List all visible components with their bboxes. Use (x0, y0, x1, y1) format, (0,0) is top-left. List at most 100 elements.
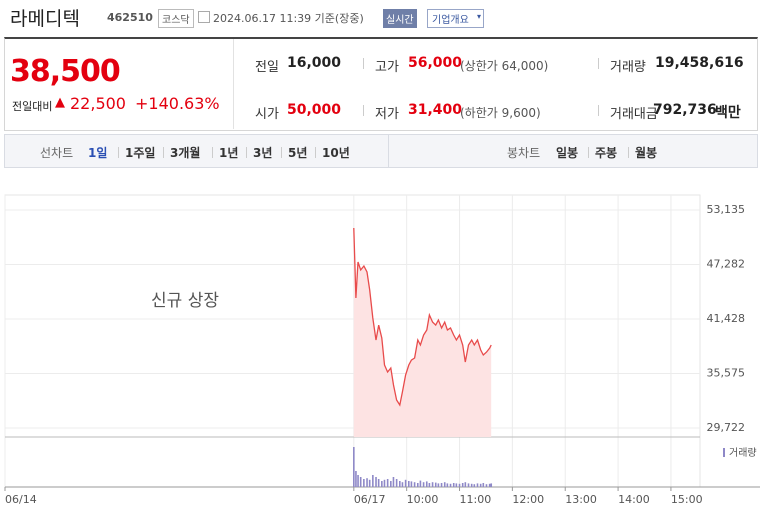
divider (388, 135, 389, 167)
y-tick-label: 53,135 (707, 203, 746, 216)
separator (363, 58, 364, 69)
stat-value: 16,000 (287, 55, 342, 71)
stat-label: 고가 (375, 60, 399, 75)
volume-bar (490, 483, 493, 487)
company-button[interactable]: 기업개요 (427, 9, 484, 28)
stat-label: 거래량 (610, 60, 646, 75)
stat-label: 저가 (375, 107, 399, 122)
volume-bar (377, 479, 380, 487)
volume-bar (372, 475, 374, 487)
volume-bar (366, 478, 368, 487)
y-tick-label: 41,428 (707, 312, 746, 325)
x-tick-label: 06/17 (354, 493, 386, 506)
volume-bar (473, 484, 476, 487)
volume-bar (461, 483, 464, 487)
volume-bar (392, 477, 395, 487)
separator (598, 105, 599, 116)
volume-bar (416, 483, 419, 487)
period-tab[interactable]: 3개월 (170, 146, 201, 160)
volume-bar (428, 483, 431, 487)
price-change: 22,500 (70, 94, 126, 113)
change-rate: +140.63% (135, 94, 220, 113)
period-tab[interactable]: 1일 (88, 146, 108, 160)
volume-bar (353, 447, 355, 487)
price-line (353, 227, 492, 407)
period-tab[interactable]: 3년 (253, 146, 273, 160)
period-tab[interactable]: 10년 (322, 146, 350, 160)
stat-extra: (하한가 9,600) (460, 106, 541, 120)
volume-bar (375, 477, 377, 487)
volume-bar (357, 475, 359, 487)
x-tick-label: 12:00 (512, 493, 544, 506)
volume-bar (467, 483, 470, 487)
volume-bar (386, 479, 389, 487)
candle-tab[interactable]: 일봉 (556, 146, 579, 160)
legend-swatch (723, 448, 725, 457)
separator (363, 105, 364, 116)
volume-bar (368, 479, 371, 487)
summary-box (4, 37, 758, 131)
change-label: 전일대비 (12, 100, 53, 113)
volume-bar (482, 483, 485, 487)
separator (588, 147, 589, 158)
volume-bar (359, 477, 362, 487)
volume-bar (381, 481, 383, 487)
dropdown-arrow: ▾ (477, 12, 482, 21)
tab-label: 선차트 (40, 146, 74, 160)
volume-bar (452, 483, 455, 487)
period-tab[interactable]: 1년 (219, 146, 239, 160)
annotation: 신규 상장 (151, 291, 219, 311)
volume-bar (413, 482, 416, 487)
volume-bar (455, 483, 458, 487)
volume-bar (443, 482, 446, 487)
separator (118, 147, 119, 158)
y-tick-label: 35,575 (707, 367, 746, 380)
volume-bar (390, 481, 392, 487)
x-tick-label: 11:00 (460, 493, 492, 506)
timestamp: 2024.06.17 11:39 기준(장중) (213, 12, 364, 25)
separator (281, 147, 282, 158)
candle-tab[interactable]: 주봉 (595, 146, 618, 160)
x-tick-label: 14:00 (618, 493, 650, 506)
volume-bar (355, 471, 357, 487)
volume-bar (399, 481, 401, 487)
volume-bar (419, 480, 422, 487)
y-tick-label: 29,722 (707, 421, 746, 434)
volume-bar (437, 483, 440, 487)
x-tick-label: 15:00 (671, 493, 703, 506)
candle-tab[interactable]: 월봉 (635, 146, 658, 160)
x-tick-label: 13:00 (565, 493, 597, 506)
price-area (353, 228, 492, 437)
volume-bar (440, 483, 443, 487)
volume-bar (446, 483, 449, 487)
stat-label: 시가 (255, 107, 279, 122)
volume-bar (401, 482, 404, 487)
volume-bar (449, 483, 452, 487)
stat-unit: 백만 (715, 105, 741, 121)
tab-label: 봉차트 (507, 146, 541, 160)
volume-bar (485, 484, 488, 487)
separator (246, 147, 247, 158)
period-tab[interactable]: 5년 (288, 146, 308, 160)
volume-bar (464, 482, 467, 487)
current-price: 38,500 (10, 54, 121, 89)
volume-bar (479, 483, 482, 487)
volume-bar (476, 483, 479, 487)
calendar-icon (198, 11, 210, 23)
realtime-badge: 실시간 (383, 9, 417, 28)
volume-bar (395, 479, 398, 487)
stock-name: 라메디텍 (10, 8, 80, 30)
legend-label: 거래량 (729, 447, 757, 459)
volume-bar (488, 483, 491, 487)
divider (233, 39, 234, 129)
volume-bar (434, 482, 437, 487)
separator (212, 147, 213, 158)
separator (628, 147, 629, 158)
stat-label: 전일 (255, 60, 279, 75)
volume-bar (458, 483, 461, 487)
volume-bar (422, 482, 425, 487)
y-tick-label: 47,282 (707, 258, 746, 271)
period-tab[interactable]: 1주일 (125, 146, 156, 160)
stat-value: 50,000 (287, 102, 342, 118)
tab-bar (4, 134, 758, 168)
